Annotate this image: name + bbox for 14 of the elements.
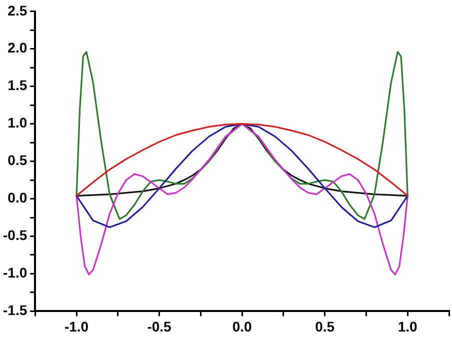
y-tick-label: 1.5 xyxy=(8,77,28,94)
y-tick-label: -1.0 xyxy=(3,264,28,281)
x-tick-label: -1.0 xyxy=(64,318,89,334)
y-tick-label: -0.5 xyxy=(3,227,28,244)
y-tick-label: 1.0 xyxy=(8,114,28,131)
x-tick-label: 1.0 xyxy=(398,318,418,334)
y-tick-label: 0.5 xyxy=(8,152,28,168)
y-tick-label: 2.0 xyxy=(8,40,28,56)
y-tick-label: 0.0 xyxy=(8,190,28,206)
x-tick-label: 0.0 xyxy=(232,318,252,334)
y-tick-label: -1.5 xyxy=(3,302,28,318)
x-tick-label: -0.5 xyxy=(147,318,172,334)
x-tick-label: 0.5 xyxy=(315,318,335,334)
y-tick-label: 2.5 xyxy=(8,2,28,18)
